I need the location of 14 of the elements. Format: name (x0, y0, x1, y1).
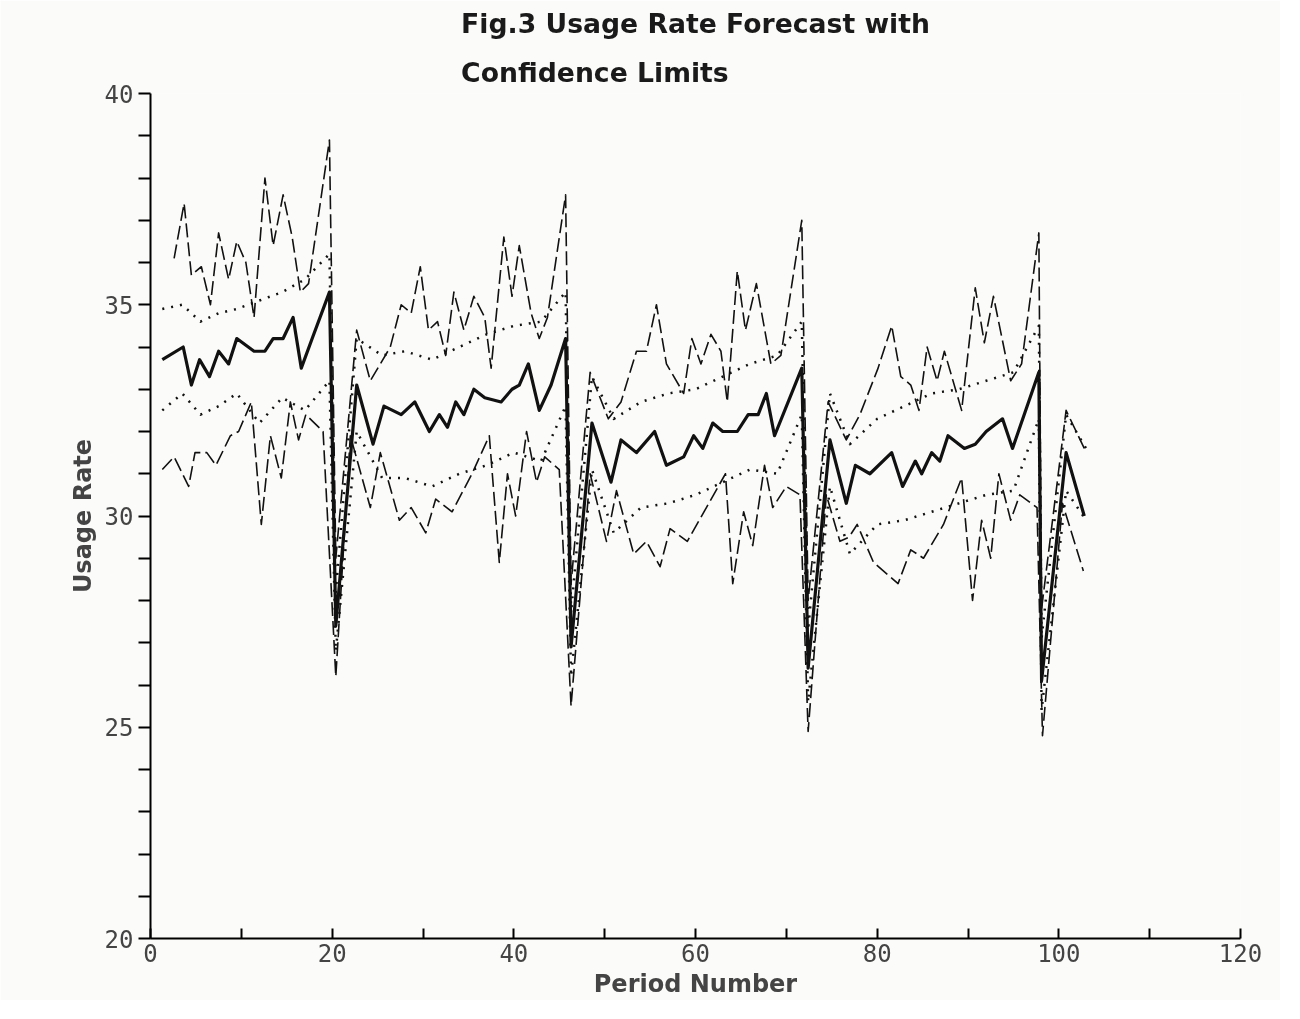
y-tick-label: 25 (104, 714, 134, 743)
x-tick-label: 120 (1218, 939, 1263, 968)
x-tick-label: 80 (862, 939, 892, 968)
x-axis-title: Period Number (593, 969, 798, 998)
y-tick-label: 40 (104, 80, 134, 109)
x-tick-label: 0 (143, 939, 158, 968)
x-tick-label: 60 (681, 939, 710, 968)
y-tick-label: 30 (104, 503, 134, 531)
x-tick-label: 20 (317, 939, 347, 968)
y-tick-label: 35 (104, 291, 134, 320)
x-tick-label: 40 (499, 939, 529, 968)
x-tick-label: 100 (1037, 939, 1081, 968)
y-axis-title: Usage Rate (68, 438, 97, 594)
chart-title: Fig.3 Usage Rate Forecast with Confidence Limits (461, 7, 930, 89)
